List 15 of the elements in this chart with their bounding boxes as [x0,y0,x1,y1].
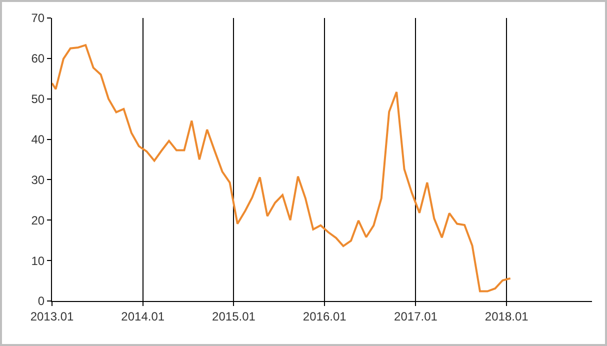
y-tick-label: 70 [31,11,45,26]
x-tick-label: 2017.01 [394,309,438,324]
x-tick-label: 2014.01 [121,309,165,324]
x-tick-label: 2016.01 [302,309,347,324]
y-tick-label: 40 [31,132,45,146]
y-tick-label: 20 [31,213,45,228]
x-tick-label: 2018.01 [484,309,529,324]
y-tick-label: 0 [38,294,45,308]
x-tick-label: 2015.01 [212,309,256,324]
line-series [52,44,512,292]
x-tick-label: 2013.01 [30,309,74,324]
y-tick-label: 50 [31,92,45,106]
y-tick-label: 30 [31,172,45,187]
y-tick-label: 10 [31,254,45,268]
y-tick-label: 60 [31,52,45,66]
